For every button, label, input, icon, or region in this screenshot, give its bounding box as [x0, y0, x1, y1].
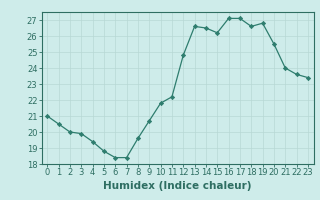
X-axis label: Humidex (Indice chaleur): Humidex (Indice chaleur) [103, 181, 252, 191]
